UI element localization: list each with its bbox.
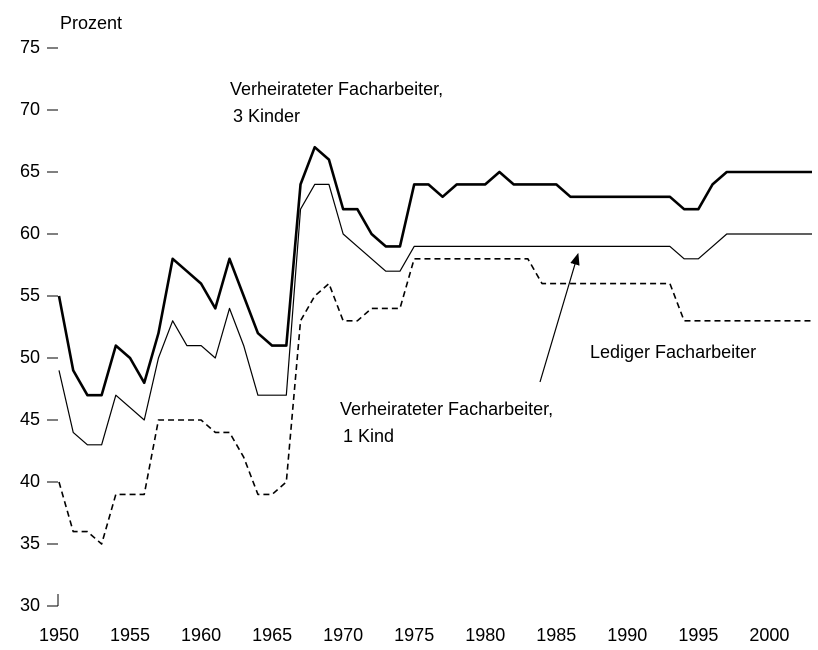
annotation-arrow xyxy=(539,252,580,383)
y-tick-label: 70 xyxy=(20,99,40,119)
x-tick-label: 1980 xyxy=(465,625,505,645)
x-tick-label: 1950 xyxy=(39,625,79,645)
x-tick-label: 1985 xyxy=(536,625,576,645)
y-tick-label: 65 xyxy=(20,161,40,181)
y-tick-label: 45 xyxy=(20,409,40,429)
x-tick-label: 1995 xyxy=(678,625,718,645)
y-tick-label: 50 xyxy=(20,347,40,367)
x-tick-label: 1960 xyxy=(181,625,221,645)
x-tick-label: 2000 xyxy=(749,625,789,645)
y-axis-label: Prozent xyxy=(60,13,122,33)
annotation: Verheirateter Facharbeiter, xyxy=(230,79,443,99)
annotation: 1 Kind xyxy=(343,426,394,446)
series-line xyxy=(58,258,812,545)
y-tick-label: 75 xyxy=(20,37,40,57)
series-line xyxy=(58,183,812,446)
y-tick-label: 60 xyxy=(20,223,40,243)
x-tick-label: 1970 xyxy=(323,625,363,645)
annotation: 3 Kinder xyxy=(233,106,300,126)
y-tick-label: 35 xyxy=(20,533,40,553)
x-tick-label: 1965 xyxy=(252,625,292,645)
x-tick-label: 1955 xyxy=(110,625,150,645)
x-tick-label: 1990 xyxy=(607,625,647,645)
series-line xyxy=(57,145,812,397)
x-tick-label: 1975 xyxy=(394,625,434,645)
y-tick-label: 55 xyxy=(20,285,40,305)
annotation: Verheirateter Facharbeiter, xyxy=(340,399,553,419)
y-tick-label: 40 xyxy=(20,471,40,491)
y-tick-label: 30 xyxy=(20,595,40,615)
annotation: Lediger Facharbeiter xyxy=(590,342,756,362)
